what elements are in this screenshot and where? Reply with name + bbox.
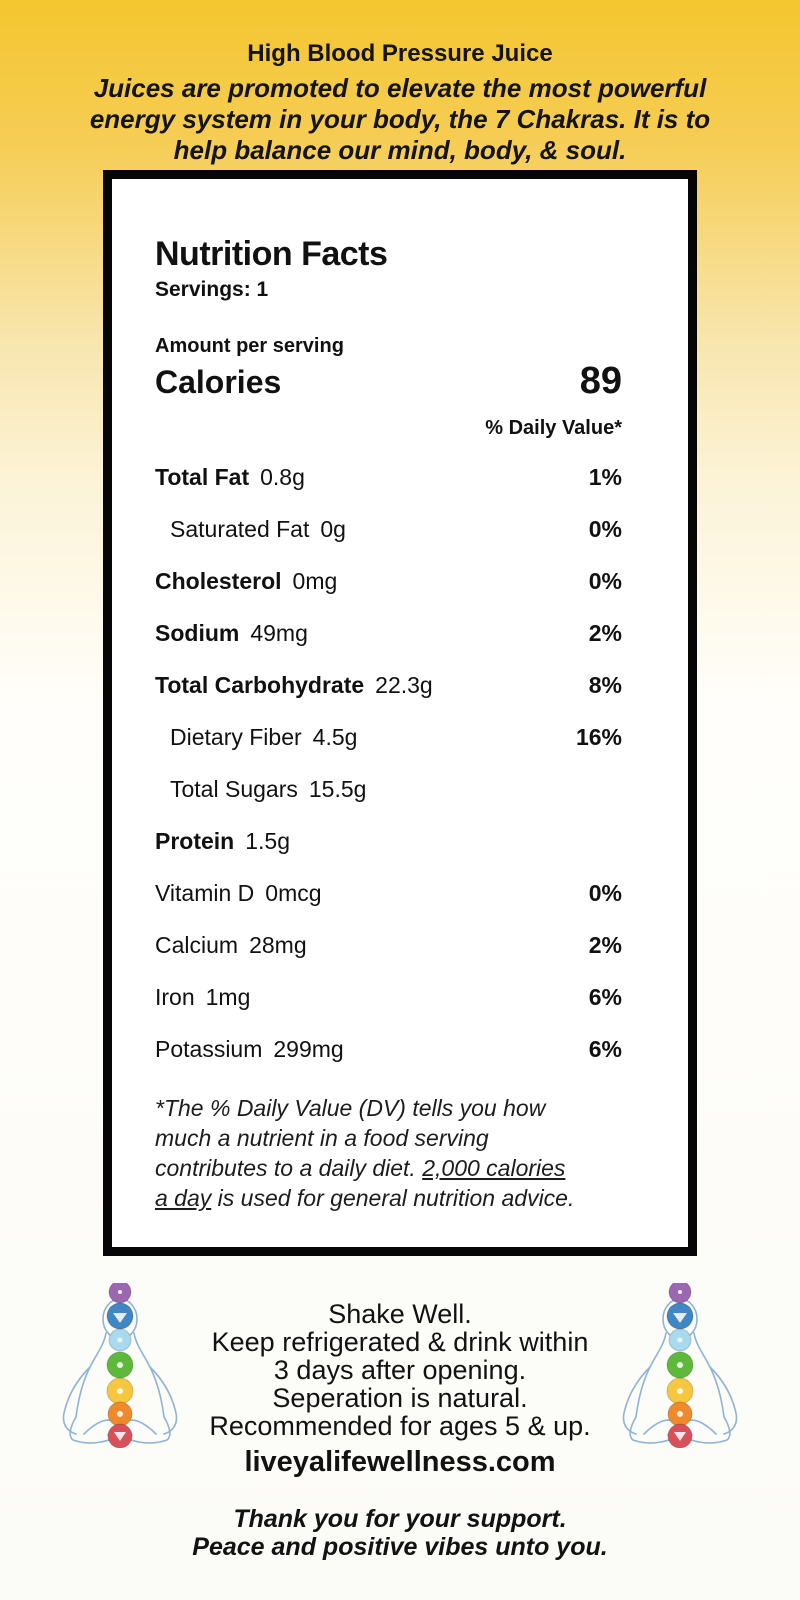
daily-value-header: % Daily Value* [485, 417, 622, 439]
daily-value-footnote: *The % Daily Value (DV) tells you how mu… [155, 1093, 622, 1213]
nutrient-dv: 2% [588, 932, 622, 958]
table-row-saturated-fat: Saturated Fat 0g 0% [155, 516, 622, 543]
chakra-meditation-figure-left [50, 1283, 190, 1448]
table-row-sodium: Sodium 49mg 2% [155, 620, 622, 647]
nutrient-dv: 8% [588, 672, 622, 698]
chakra-meditation-figure-right [610, 1283, 750, 1448]
table-row-calcium: Calcium 28mg 2% [155, 932, 622, 959]
nutrient-dv: 16% [575, 724, 622, 750]
closing-message: Thank you for your support. Peace and po… [0, 1505, 800, 1561]
product-subtitle: Juices are promoted to elevate the most … [0, 73, 800, 166]
product-title: High Blood Pressure Juice [247, 40, 553, 67]
footnote-underlined-text: a day [155, 1185, 212, 1211]
nutrient-name: Saturated Fat [170, 516, 310, 542]
closing-line-2: Peace and positive vibes unto you. [192, 1533, 608, 1561]
table-row-potassium: Potassium 299mg 6% [155, 1036, 622, 1063]
subtitle-line-1: Juices are promoted to elevate the most … [93, 73, 707, 103]
footnote-text: contributes to a daily diet. [155, 1155, 423, 1181]
nutrient-name: Dietary Fiber [170, 724, 302, 750]
calories-label: Calories [155, 364, 282, 400]
nutrient-dv: 0% [588, 516, 622, 542]
nutrient-amount: 0g [320, 516, 346, 542]
closing-line-1: Thank you for your support. [233, 1505, 567, 1533]
instruction-separation: Seperation is natural. [272, 1383, 528, 1413]
footnote-text: is used for general nutrition advice. [211, 1185, 575, 1211]
instruction-ages: Recommended for ages 5 & up. [209, 1411, 591, 1441]
nutrition-facts-title: Nutrition Facts [155, 235, 388, 273]
nutrient-dv: 0% [588, 568, 622, 594]
nutrient-name: Iron [155, 984, 195, 1010]
nutrient-dv: 0% [588, 880, 622, 906]
nutrient-name: Potassium [155, 1036, 263, 1062]
footnote-line-1: *The % Daily Value (DV) tells you how [155, 1095, 546, 1121]
table-row-protein: Protein 1.5g [155, 828, 622, 855]
subtitle-line-2: energy system in your body, the 7 Chakra… [89, 104, 711, 134]
nutrient-dv: 1% [588, 464, 622, 490]
table-row-cholesterol: Cholesterol 0mg 0% [155, 568, 622, 595]
calories-value: 89 [579, 360, 622, 402]
footnote-line-2: much a nutrient in a food serving [155, 1125, 489, 1151]
nutrient-amount: 299mg [273, 1036, 344, 1062]
table-row-iron: Iron 1mg 6% [155, 984, 622, 1011]
nutrient-name: Total Carbohydrate [155, 672, 365, 698]
instruction-shake-well: Shake Well. [328, 1299, 472, 1329]
table-row-vitamin-d: Vitamin D 0mcg 0% [155, 880, 622, 907]
website-url: liveyalifewellness.com [244, 1446, 556, 1478]
nutrient-name: Total Fat [155, 464, 250, 490]
nutrient-name: Cholesterol [155, 568, 282, 594]
nutrient-amount: 49mg [250, 620, 308, 646]
nutrient-amount: 28mg [249, 932, 307, 958]
chakra-figure-icon [62, 1283, 178, 1448]
footnote-line-3: contributes to a daily diet. 2,000 calor… [155, 1153, 622, 1183]
servings-line: Servings: 1 [155, 278, 269, 301]
header: High Blood Pressure Juice Juices are pro… [0, 40, 800, 166]
subtitle-line-3: help balance our mind, body, & soul. [173, 135, 627, 165]
footnote-line-4: a day is used for general nutrition advi… [155, 1183, 622, 1213]
nutrient-dv: 2% [588, 620, 622, 646]
nutrient-amount: 4.5g [312, 724, 358, 750]
nutrient-name: Protein [155, 828, 235, 854]
nutrition-facts-panel: Nutrition Facts Servings: 1 Amount per s… [103, 170, 697, 1256]
nutrient-amount: 0mcg [265, 880, 322, 906]
nutrient-name: Vitamin D [155, 880, 255, 906]
nutrient-amount: 15.5g [308, 776, 367, 802]
table-row-total-fat: Total Fat 0.8g 1% [155, 464, 622, 491]
nutrient-name: Calcium [155, 932, 239, 958]
nutrient-dv: 6% [588, 1036, 622, 1062]
instruction-refrigerate: Keep refrigerated & drink within [211, 1327, 589, 1357]
nutrient-amount: 0.8g [260, 464, 305, 490]
nutrient-dv: 6% [588, 984, 622, 1010]
nutrient-amount: 0mg [292, 568, 338, 594]
footer: Shake Well. Keep refrigerated & drink wi… [0, 1300, 800, 1561]
table-row-total-carbohydrate: Total Carbohydrate 22.3g 8% [155, 672, 622, 699]
footnote-underlined-text: 2,000 calories [422, 1155, 566, 1181]
instruction-three-days: 3 days after opening. [273, 1355, 527, 1385]
chakra-figure-icon [622, 1283, 738, 1448]
nutrient-name: Total Sugars [170, 776, 298, 802]
amount-per-serving-label: Amount per serving [155, 335, 344, 357]
nutrient-amount: 22.3g [375, 672, 433, 698]
table-row-dietary-fiber: Dietary Fiber 4.5g 16% [155, 724, 622, 751]
table-row-total-sugars: Total Sugars 15.5g [155, 776, 622, 803]
vitamin-rows: Vitamin D 0mcg 0% Calcium 28mg 2% Iron 1… [155, 880, 622, 1063]
nutrient-name: Sodium [155, 620, 240, 646]
nutrient-amount: 1.5g [245, 828, 290, 854]
nutrient-rows: Total Fat 0.8g 1% Saturated Fat 0g 0% Ch… [155, 464, 622, 1063]
calories-row: Calories 89 [155, 360, 622, 403]
nutrient-amount: 1mg [205, 984, 251, 1010]
